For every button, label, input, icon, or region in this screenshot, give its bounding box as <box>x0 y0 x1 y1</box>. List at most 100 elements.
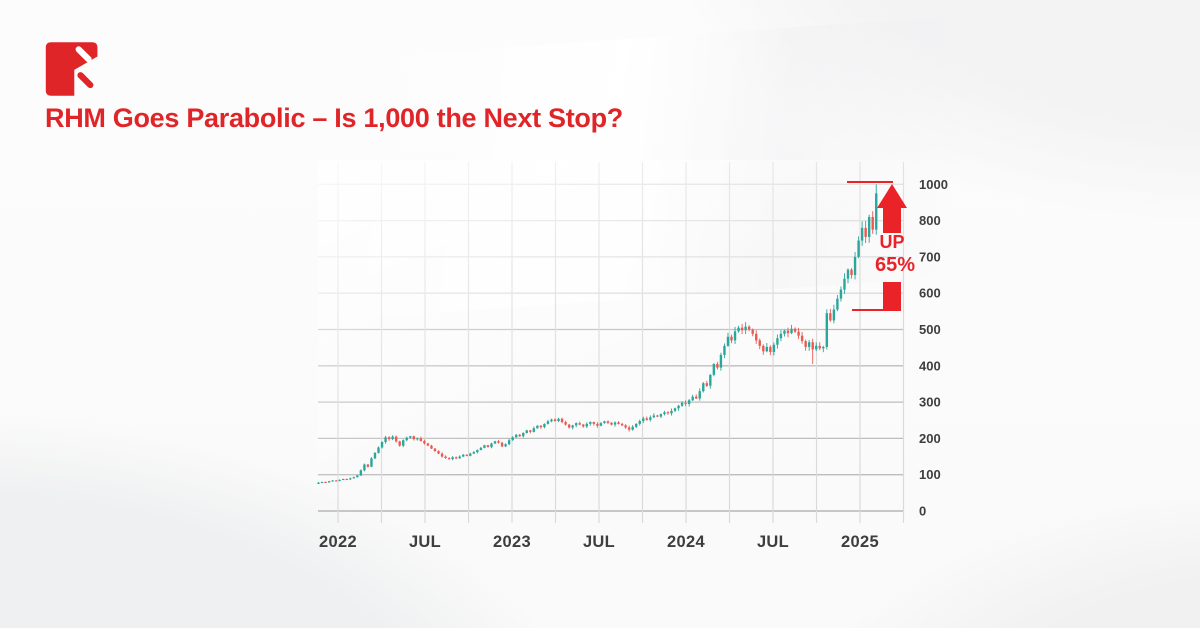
candle-body <box>497 441 500 443</box>
candle-body <box>726 336 730 346</box>
candle-body <box>567 424 571 428</box>
candle-body <box>875 193 878 230</box>
candle-body <box>606 421 610 423</box>
candle-body <box>758 340 761 346</box>
candle-body <box>359 470 363 476</box>
candle-body <box>458 456 461 459</box>
candle-body <box>363 464 366 471</box>
candle-body <box>437 451 440 454</box>
candle-body <box>479 447 483 451</box>
candle-body <box>356 475 359 478</box>
candle-body <box>472 452 476 454</box>
candle-body <box>649 417 652 420</box>
candle-body <box>349 478 352 480</box>
candle-body <box>864 227 867 237</box>
candle-body <box>867 216 871 237</box>
candle-body <box>536 425 539 429</box>
y-axis-label: 700 <box>919 249 941 264</box>
candle-body <box>839 289 843 299</box>
y-axis-label: 1000 <box>919 177 948 192</box>
candle-body <box>550 419 553 422</box>
candle-body <box>800 335 804 342</box>
y-axis-label: 500 <box>919 322 941 337</box>
candle-body <box>733 331 737 341</box>
candle-body <box>500 442 504 447</box>
candle-body <box>444 456 447 459</box>
up-arrow-body-icon <box>883 207 901 233</box>
candle-body <box>317 482 320 484</box>
candle-body <box>589 422 592 424</box>
y-axis-label: 600 <box>919 286 941 301</box>
candle-body <box>613 422 617 425</box>
candle-body <box>585 423 588 427</box>
candle-body <box>465 454 468 456</box>
candle-body <box>447 458 451 460</box>
candle-body <box>815 345 818 350</box>
candle-body <box>546 421 550 424</box>
candle-body <box>582 424 585 427</box>
candle-body <box>744 326 747 331</box>
candle-body <box>631 426 634 430</box>
candle-body <box>493 441 497 444</box>
x-axis-labels: 2022 JUL 2023 JUL 2024 JUL 2025 <box>319 533 879 551</box>
candle-body <box>419 438 423 441</box>
candle-body <box>377 447 380 453</box>
candle-body <box>793 328 797 332</box>
candle-body <box>807 342 811 347</box>
candle-body <box>783 330 786 334</box>
candle-body <box>663 412 666 415</box>
candle-body <box>440 453 444 457</box>
x-axis-label: JUL <box>757 533 789 551</box>
candle-body <box>324 481 327 483</box>
percent-gain-label: 65% <box>874 254 916 276</box>
candle-body <box>483 445 486 448</box>
candle-body <box>860 227 864 241</box>
candle-body <box>829 313 832 321</box>
candle-body <box>624 425 627 428</box>
candle-body <box>462 454 465 457</box>
candle-body <box>557 418 560 421</box>
price-target-line <box>847 181 893 183</box>
candle-body <box>825 313 829 347</box>
candle-body <box>687 400 691 404</box>
candle-body <box>370 458 373 467</box>
y-axis-label: 800 <box>919 213 941 228</box>
x-axis-label: 2022 <box>319 533 357 551</box>
candle-body <box>469 453 472 456</box>
candle-body <box>705 383 708 386</box>
candle-body <box>366 464 370 467</box>
candle-body <box>511 437 514 441</box>
candle-body <box>716 363 719 368</box>
y-axis-label: 300 <box>919 395 941 410</box>
candle-body <box>677 405 680 409</box>
candle-body <box>416 438 419 440</box>
candle-body <box>539 425 543 428</box>
candle-body <box>691 396 694 401</box>
candle-body <box>391 436 394 440</box>
candle-body <box>373 452 377 459</box>
candle-body <box>712 363 716 375</box>
candle-body <box>769 346 772 353</box>
logo-upper-stroke <box>75 46 92 63</box>
candle-body <box>342 479 345 481</box>
candle-body <box>617 422 620 424</box>
candle-body <box>620 423 624 426</box>
candle-body <box>334 480 338 482</box>
candle-body <box>571 425 574 428</box>
candle-body <box>832 309 836 321</box>
candle-body <box>790 328 793 334</box>
candle-body <box>387 437 391 440</box>
candle-body <box>504 444 507 447</box>
candle-body <box>666 412 670 414</box>
candle-body <box>776 338 779 345</box>
up-label: UP <box>879 232 905 252</box>
candle-body <box>818 345 821 349</box>
y-axis-label: 400 <box>919 358 941 373</box>
candle-body <box>426 443 430 446</box>
candle-body <box>797 331 800 336</box>
candle-body <box>522 432 525 437</box>
candle-body <box>592 422 596 424</box>
candle-body <box>642 418 645 421</box>
